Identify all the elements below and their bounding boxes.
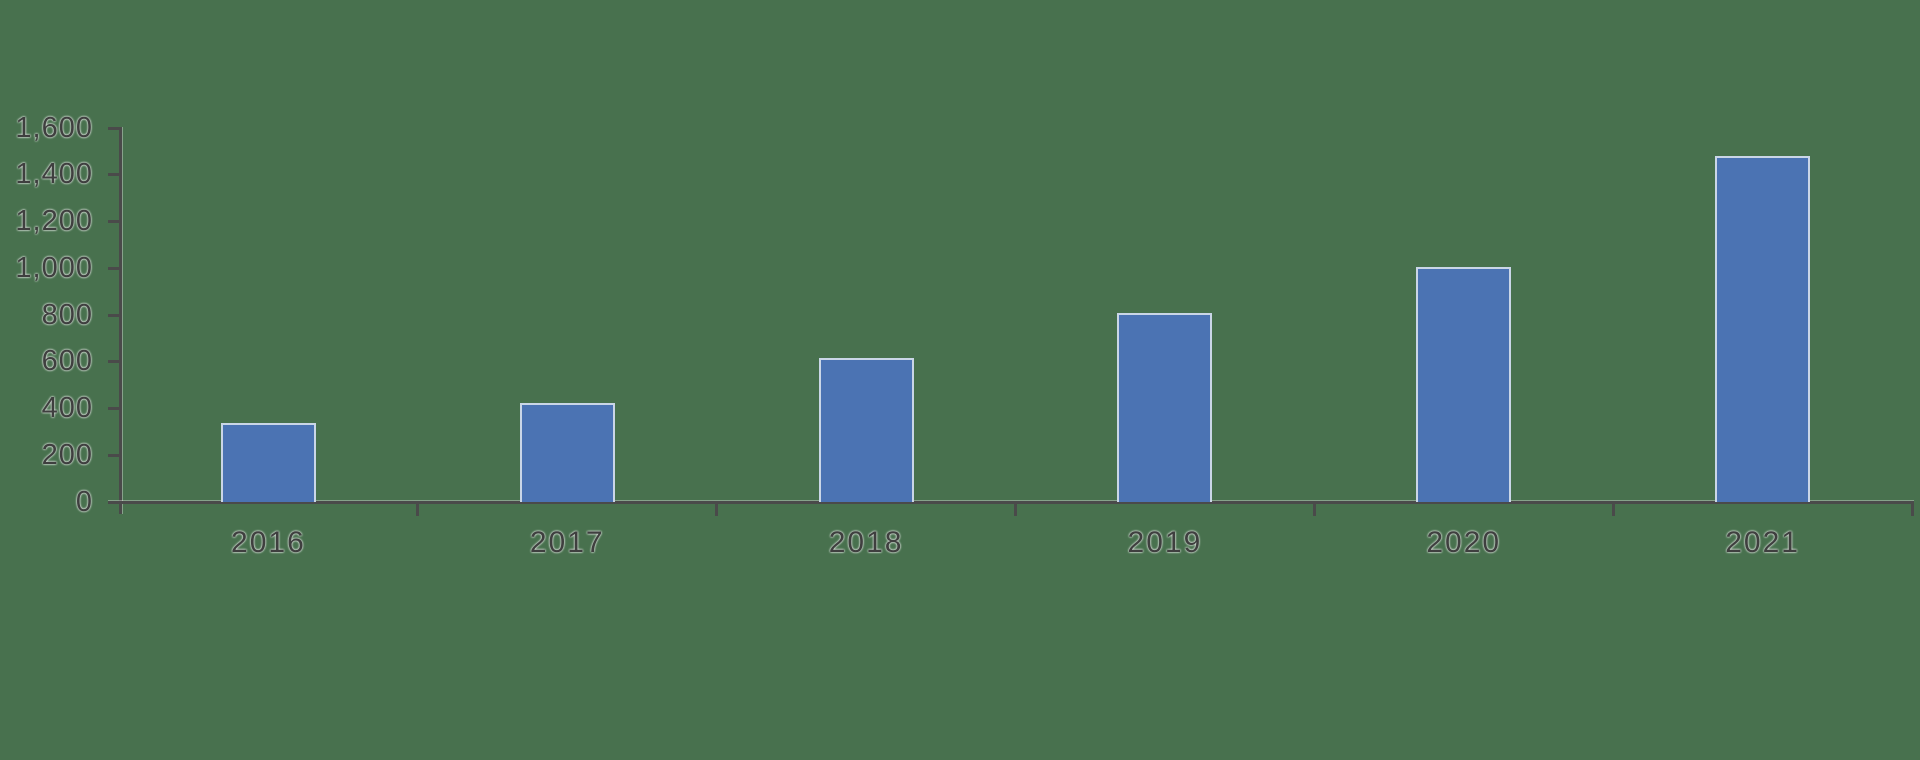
x-axis-category-label: 2016 xyxy=(231,526,306,559)
y-axis-tick xyxy=(108,407,121,410)
bar-2020 xyxy=(1416,267,1512,502)
y-axis-tick-label: 200 xyxy=(41,438,93,471)
y-axis-tick xyxy=(108,126,121,130)
y-axis-tick-label: 1,200 xyxy=(15,205,93,237)
x-axis-tick xyxy=(1312,504,1316,516)
x-axis-tick xyxy=(416,504,420,516)
x-axis-category-label: 2021 xyxy=(1725,526,1800,559)
x-axis-category-label: 2019 xyxy=(1127,526,1203,559)
y-axis-line xyxy=(119,127,122,514)
bar-2018 xyxy=(818,358,914,502)
y-axis-tick-label: 1,000 xyxy=(15,251,93,284)
bar-2019 xyxy=(1117,312,1213,502)
x-axis-tick xyxy=(1014,504,1017,516)
y-axis-tick-label: 0 xyxy=(75,485,93,518)
bar-2017 xyxy=(519,402,615,502)
x-axis-category-label: 2020 xyxy=(1426,526,1502,559)
y-axis-tick xyxy=(108,453,121,457)
y-axis-tick xyxy=(108,173,121,177)
y-axis-tick-label: 1,400 xyxy=(15,158,93,191)
x-axis-line xyxy=(108,501,1914,504)
x-axis-category-label: 2018 xyxy=(828,526,904,559)
x-axis-tick xyxy=(1910,504,1914,516)
y-axis-tick-label: 1,600 xyxy=(15,111,93,144)
y-axis-tick xyxy=(108,500,121,504)
bar-2021 xyxy=(1715,156,1811,502)
x-axis-tick xyxy=(1611,504,1615,516)
bar-2016 xyxy=(220,422,316,502)
y-axis-tick-label: 400 xyxy=(41,392,93,424)
y-axis-tick xyxy=(108,266,121,270)
y-axis-tick xyxy=(108,313,121,317)
y-axis-tick xyxy=(108,220,121,223)
x-axis-tick xyxy=(715,504,719,516)
y-axis-tick xyxy=(108,360,121,364)
y-axis-tick-label: 800 xyxy=(41,298,93,331)
y-axis-tick-label: 600 xyxy=(41,345,93,378)
x-axis-category-label: 2017 xyxy=(529,526,605,559)
